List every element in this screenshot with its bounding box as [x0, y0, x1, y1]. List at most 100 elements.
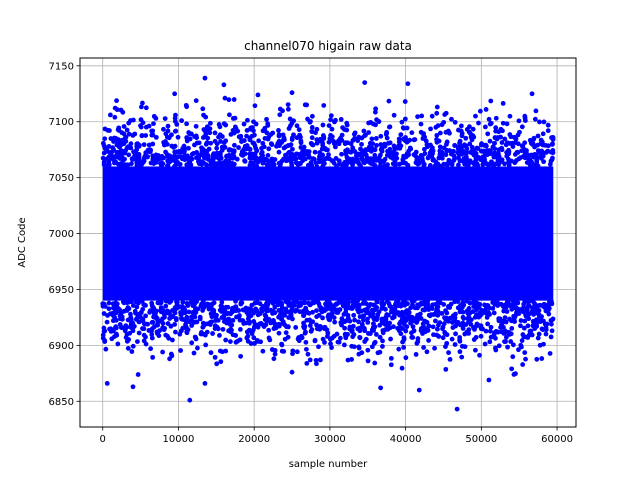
data-point	[277, 106, 283, 112]
data-point	[440, 335, 446, 341]
data-point	[136, 157, 142, 163]
data-point	[451, 148, 456, 154]
data-point	[309, 135, 315, 141]
data-point	[359, 322, 365, 327]
data-point	[408, 305, 414, 311]
data-point	[289, 306, 295, 312]
data-point	[230, 150, 236, 156]
axis-ticks: 0 10000 20000 30000 40000 50000 60000 6850 6900 6…	[49, 61, 573, 445]
data-point	[434, 132, 440, 138]
data-point	[423, 138, 429, 144]
data-point	[530, 318, 536, 324]
data-point	[500, 100, 506, 106]
data-point	[516, 118, 522, 124]
data-point	[520, 362, 526, 367]
data-point	[104, 156, 110, 162]
data-point	[106, 144, 112, 149]
data-point	[223, 337, 229, 343]
data-point	[193, 98, 199, 104]
data-point	[246, 327, 252, 333]
data-point	[149, 132, 155, 138]
data-point	[107, 128, 112, 133]
data-point	[156, 156, 162, 162]
data-point	[294, 151, 299, 157]
data-point	[489, 161, 494, 167]
data-point	[117, 164, 123, 169]
data-point	[472, 160, 478, 166]
data-point	[233, 127, 239, 133]
data-point	[158, 308, 164, 313]
data-point	[402, 116, 408, 122]
data-point	[546, 143, 551, 149]
data-point	[277, 163, 283, 169]
data-point	[333, 117, 338, 123]
data-point	[483, 143, 489, 149]
data-point	[342, 325, 348, 331]
data-point	[416, 303, 422, 309]
data-point	[506, 149, 512, 155]
data-point	[124, 307, 130, 313]
data-point	[510, 342, 516, 348]
data-point	[117, 322, 123, 327]
data-point	[232, 305, 237, 310]
data-point	[377, 322, 383, 328]
data-point	[492, 140, 497, 146]
data-point	[314, 140, 320, 146]
data-point	[173, 329, 178, 335]
data-point	[502, 315, 508, 320]
data-point	[314, 137, 320, 143]
data-point	[492, 135, 498, 140]
data-point	[361, 128, 367, 134]
data-point	[473, 347, 478, 353]
data-point	[360, 314, 366, 319]
data-point	[112, 105, 118, 111]
data-point	[441, 119, 447, 125]
data-point	[541, 159, 547, 165]
data-point	[261, 144, 267, 150]
data-point	[427, 305, 432, 311]
data-point	[203, 342, 209, 348]
data-point	[162, 326, 168, 331]
data-point	[436, 138, 442, 144]
data-point	[524, 307, 530, 313]
data-point	[456, 155, 461, 161]
data-point	[266, 146, 272, 152]
data-point	[534, 163, 540, 169]
data-point	[541, 119, 547, 125]
data-point	[466, 330, 472, 336]
data-point	[226, 97, 232, 103]
data-point	[437, 130, 443, 136]
data-point	[113, 159, 119, 165]
data-point	[119, 316, 125, 322]
data-point	[404, 324, 410, 330]
data-point	[485, 131, 491, 137]
data-point	[473, 113, 478, 119]
data-point	[120, 109, 126, 115]
dense-band	[102, 166, 554, 301]
data-point	[259, 306, 264, 312]
data-point	[412, 305, 418, 311]
data-point	[238, 353, 244, 359]
data-point	[329, 307, 335, 313]
data-point	[334, 308, 339, 314]
data-point	[350, 334, 356, 340]
data-point	[425, 155, 431, 161]
data-point	[334, 301, 340, 307]
data-point	[404, 125, 410, 131]
data-point	[218, 359, 224, 365]
data-point	[249, 331, 255, 336]
data-point	[140, 100, 145, 106]
data-point	[388, 362, 394, 368]
data-point	[146, 149, 152, 155]
data-point	[130, 343, 136, 349]
data-point	[200, 305, 206, 311]
data-point	[477, 108, 483, 114]
data-point	[453, 331, 458, 337]
data-point	[322, 326, 327, 332]
data-point	[420, 321, 426, 327]
data-point	[345, 357, 351, 363]
data-point	[210, 309, 216, 315]
data-point	[471, 134, 477, 140]
data-point	[380, 344, 385, 349]
data-point	[398, 132, 404, 138]
